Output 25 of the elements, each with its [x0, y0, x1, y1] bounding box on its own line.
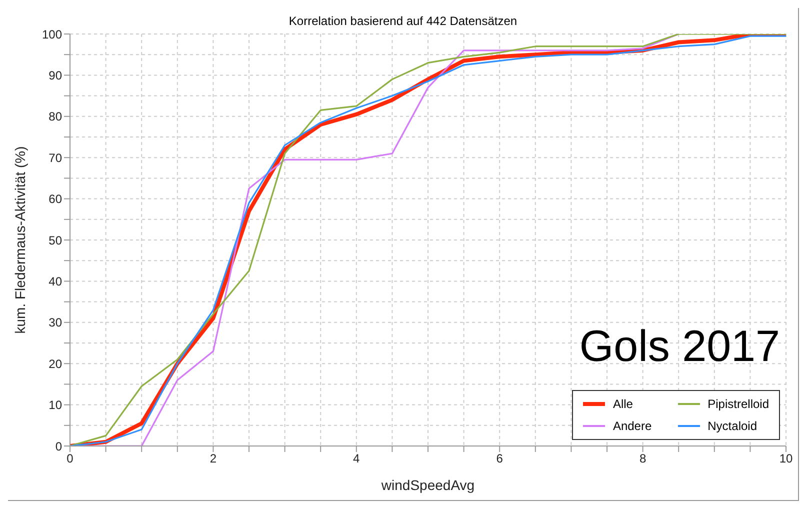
chart-title: Korrelation basierend auf 442 Datensätzen — [288, 14, 518, 28]
y-tick-label: 0 — [55, 439, 62, 454]
y-tick-label: 30 — [48, 316, 62, 330]
y-tick-label: 60 — [48, 192, 62, 206]
y-tick-label: 20 — [48, 356, 62, 371]
y-tick-label: 10 — [48, 398, 62, 412]
x-tick-label: 6 — [496, 452, 504, 466]
x-tick-label: 0 — [66, 452, 74, 466]
x-tick-label: 10 — [779, 452, 793, 466]
legend-label: Alle — [612, 397, 634, 411]
annotation: Gols 2017 — [579, 322, 780, 372]
x-tick-label: 2 — [210, 452, 217, 466]
x-tick-label: 4 — [353, 452, 360, 466]
x-tick-label: 8 — [639, 452, 646, 466]
legend-label: Andere — [612, 419, 652, 433]
y-axis-title: kum. Fledermaus-Aktivität (%) — [12, 146, 28, 334]
y-tick-label: 80 — [48, 110, 62, 124]
y-tick-label: 70 — [48, 150, 62, 165]
x-axis-title: windSpeedAvg — [380, 477, 475, 493]
legend-label: Pipistrelloid — [706, 397, 769, 411]
legend-label: Nyctaloid — [706, 419, 758, 433]
y-tick-label: 100 — [42, 27, 62, 42]
y-tick-label: 40 — [48, 274, 62, 288]
y-tick-label: 90 — [48, 68, 62, 82]
y-tick-label: 50 — [48, 233, 62, 248]
